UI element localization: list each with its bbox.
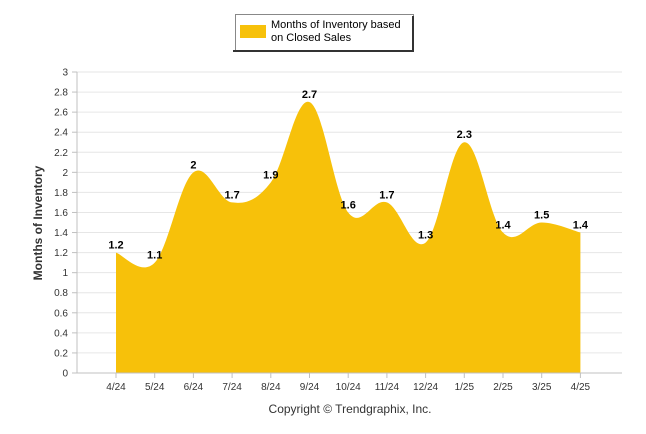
y-tick-label: 0.4 [54, 328, 68, 339]
y-tick-label: 0 [62, 369, 68, 380]
x-tick-label: 11/24 [375, 382, 400, 393]
data-label: 2 [190, 159, 196, 171]
data-label: 1.6 [341, 199, 356, 211]
x-tick-label: 9/24 [300, 382, 320, 393]
data-label: 1.7 [224, 189, 239, 201]
data-label: 2.7 [302, 89, 317, 101]
data-label: 1.7 [379, 189, 394, 201]
x-tick-label: 2/25 [493, 382, 513, 393]
y-tick-label: 1.4 [54, 228, 68, 239]
data-label: 1.1 [147, 250, 162, 262]
y-tick-label: 0.6 [54, 308, 68, 319]
data-labels: 1.2 1.1 2 1.7 1.9 2.7 1.6 1.7 1.3 2.3 1.4 1.5 1.4 [108, 89, 589, 262]
x-tick-labels: 4/24 5/24 6/24 7/24 8/24 9/24 10/24 11/24 12/24 1… [106, 373, 591, 393]
y-tick-label: 3 [62, 68, 68, 79]
y-tick-label: 2.8 [54, 88, 68, 99]
y-tick-label: 0.8 [54, 288, 68, 299]
y-tick-label: 2.2 [54, 148, 68, 159]
y-tick-label: 1 [62, 268, 68, 279]
y-tick-label: 2 [62, 168, 68, 179]
x-tick-label: 4/25 [571, 382, 591, 393]
legend-swatch [240, 25, 266, 38]
area-series [116, 101, 581, 373]
y-tick-label: 2.4 [54, 128, 68, 139]
y-tick-label: 1.2 [54, 248, 68, 259]
y-tick-label: 1.6 [54, 208, 68, 219]
y-axis-title: Months of Inventory [31, 165, 45, 280]
legend[interactable]: Months of Inventory based on Closed Sale… [233, 14, 414, 53]
x-tick-label: 8/24 [261, 382, 281, 393]
data-label: 1.2 [108, 240, 123, 252]
data-label: 1.9 [263, 169, 278, 181]
data-label: 2.3 [457, 129, 472, 141]
copyright-footer: Copyright © Trendgraphix, Inc. [269, 402, 432, 416]
data-label: 1.4 [573, 220, 589, 232]
legend-label-line2: on Closed Sales [271, 32, 352, 44]
data-label: 1.5 [534, 210, 549, 222]
x-tick-label: 5/24 [145, 382, 165, 393]
x-tick-label: 6/24 [184, 382, 204, 393]
x-tick-label: 3/25 [532, 382, 552, 393]
x-tick-label: 10/24 [336, 382, 361, 393]
x-tick-label: 1/25 [455, 382, 475, 393]
y-tick-labels: 0 0.2 0.4 0.6 0.8 1 1.2 1.4 1.6 1.8 2 2.2 2.4 2.6 2.8 3 [54, 68, 68, 380]
y-tick-label: 0.2 [54, 348, 68, 359]
axes [76, 72, 622, 374]
y-tick-label: 1.8 [54, 188, 68, 199]
x-tick-label: 12/24 [413, 382, 438, 393]
x-tick-label: 7/24 [222, 382, 242, 393]
y-tick-label: 2.6 [54, 108, 68, 119]
legend-label-line1: Months of Inventory based [271, 19, 401, 31]
x-tick-label: 4/24 [106, 382, 126, 393]
data-label: 1.4 [495, 220, 511, 232]
data-label: 1.3 [418, 230, 433, 242]
